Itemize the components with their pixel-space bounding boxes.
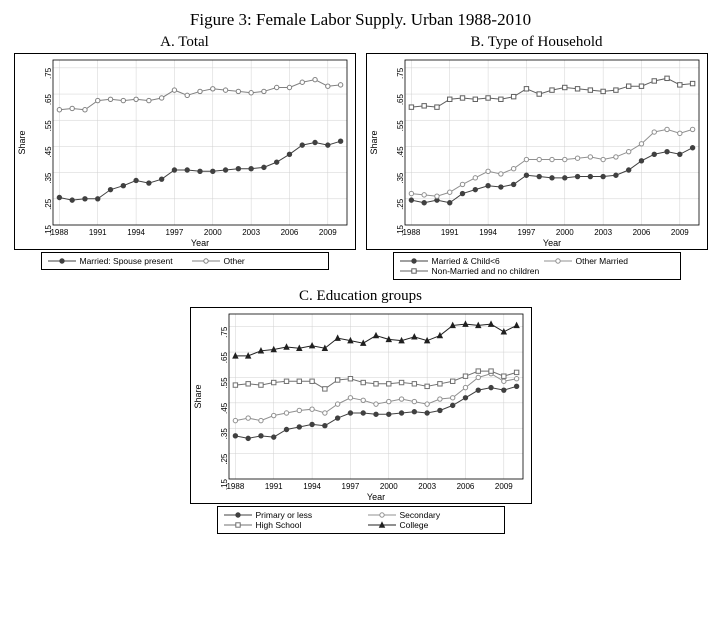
svg-text:.35: .35 (44, 172, 53, 184)
svg-text:.45: .45 (44, 146, 53, 158)
legend-label: Married: Spouse present (80, 256, 173, 266)
legend-item: Other Married (544, 256, 674, 266)
legend-item: Other (192, 256, 322, 266)
legend-label: College (400, 520, 429, 530)
svg-text:.35: .35 (396, 172, 405, 184)
svg-text:2009: 2009 (670, 228, 688, 237)
legend-row: Non-Married and no children (400, 266, 674, 276)
svg-text:1997: 1997 (341, 482, 359, 491)
svg-text:.25: .25 (220, 453, 229, 465)
svg-text:2006: 2006 (280, 228, 298, 237)
svg-text:2006: 2006 (456, 482, 474, 491)
legend-item: Married: Spouse present (48, 256, 178, 266)
legend-row: High School College (224, 520, 498, 530)
svg-text:.55: .55 (220, 377, 229, 389)
svg-text:.65: .65 (220, 352, 229, 364)
svg-text:1991: 1991 (440, 228, 458, 237)
legend-item: College (368, 520, 498, 530)
svg-text:.65: .65 (396, 94, 405, 106)
panel-c-chart: .15.25.35.45.55.65.751988199119941997200… (190, 307, 532, 504)
svg-text:.75: .75 (396, 67, 405, 79)
svg-text:1994: 1994 (303, 482, 321, 491)
figure-title: Figure 3: Female Labor Supply. Urban 198… (10, 10, 711, 30)
svg-text:Year: Year (190, 238, 208, 248)
svg-text:.75: .75 (44, 67, 53, 79)
svg-text:Share: Share (17, 130, 27, 154)
legend-item: High School (224, 520, 354, 530)
svg-text:1991: 1991 (264, 482, 282, 491)
svg-text:Share: Share (193, 384, 203, 408)
panel-a-legend: Married: Spouse present Other (41, 252, 329, 270)
svg-text:1994: 1994 (479, 228, 497, 237)
panel-c-legend: Primary or less Secondary High School Colle… (217, 506, 505, 534)
legend-label: Other (224, 256, 245, 266)
panel-b: B. Type of Household .15.25.35.45.55.65.… (366, 34, 708, 280)
legend-item: Secondary (368, 510, 498, 520)
legend-label: High School (256, 520, 302, 530)
svg-text:.55: .55 (396, 120, 405, 132)
svg-text:1988: 1988 (50, 228, 68, 237)
panel-a-title: A. Total (160, 34, 209, 51)
svg-text:Year: Year (542, 238, 560, 248)
svg-text:2003: 2003 (594, 228, 612, 237)
svg-text:2003: 2003 (418, 482, 436, 491)
legend-item: Married & Child<6 (400, 256, 530, 266)
svg-text:.25: .25 (396, 198, 405, 210)
legend-item: Non-Married and no children (400, 266, 540, 276)
legend-label: Married & Child<6 (432, 256, 500, 266)
svg-text:.45: .45 (220, 402, 229, 414)
panel-c: C. Education groups .15.25.35.45.55.65.7… (190, 288, 532, 534)
bottom-panels: C. Education groups .15.25.35.45.55.65.7… (10, 288, 711, 534)
legend-row: Married & Child<6 Other Married (400, 256, 674, 266)
svg-text:.65: .65 (44, 94, 53, 106)
svg-text:2000: 2000 (555, 228, 573, 237)
svg-text:2009: 2009 (318, 228, 336, 237)
legend-row: Married: Spouse present Other (48, 256, 322, 266)
svg-text:1997: 1997 (165, 228, 183, 237)
legend-label: Primary or less (256, 510, 313, 520)
legend-label: Non-Married and no children (432, 266, 540, 276)
legend-label: Other Married (576, 256, 628, 266)
svg-text:1994: 1994 (127, 228, 145, 237)
panel-a: A. Total .15.25.35.45.55.65.751988199119… (14, 34, 356, 280)
legend-row: Primary or less Secondary (224, 510, 498, 520)
svg-text:1997: 1997 (517, 228, 535, 237)
svg-text:.75: .75 (220, 326, 229, 338)
panel-c-title: C. Education groups (299, 288, 422, 305)
svg-text:Year: Year (366, 492, 384, 502)
svg-text:2003: 2003 (242, 228, 260, 237)
svg-text:.35: .35 (220, 428, 229, 440)
svg-text:2006: 2006 (632, 228, 650, 237)
legend-item: Primary or less (224, 510, 354, 520)
panel-b-chart: .15.25.35.45.55.65.751988199119941997200… (366, 53, 708, 250)
panel-b-title: B. Type of Household (471, 34, 603, 51)
panel-a-chart: .15.25.35.45.55.65.751988199119941997200… (14, 53, 356, 250)
svg-text:1991: 1991 (88, 228, 106, 237)
svg-text:1988: 1988 (402, 228, 420, 237)
svg-text:2000: 2000 (379, 482, 397, 491)
legend-label: Secondary (400, 510, 441, 520)
svg-text:1988: 1988 (226, 482, 244, 491)
svg-text:2000: 2000 (203, 228, 221, 237)
svg-text:2009: 2009 (494, 482, 512, 491)
svg-text:Share: Share (369, 130, 379, 154)
top-panels: A. Total .15.25.35.45.55.65.751988199119… (10, 34, 711, 280)
svg-text:.45: .45 (396, 146, 405, 158)
svg-text:.25: .25 (44, 198, 53, 210)
panel-b-legend: Married & Child<6 Other Married Non-Marrie… (393, 252, 681, 280)
svg-text:.55: .55 (44, 120, 53, 132)
